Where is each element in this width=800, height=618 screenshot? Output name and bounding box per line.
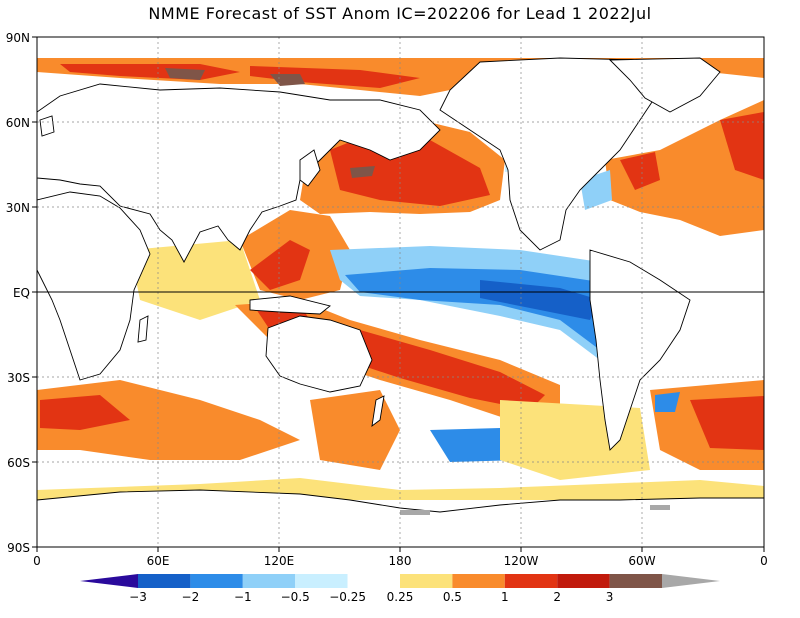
madagascar-landmass <box>137 315 149 343</box>
colorbar-label: 0.5 <box>443 590 462 604</box>
lat-axis: 90N 60N 30N EQ 30S 60S 90S <box>6 31 37 555</box>
colorbar-swatch <box>504 574 558 588</box>
colorbar-swatch <box>609 574 662 588</box>
lon-label-60e: 60E <box>147 554 170 568</box>
africa-landmass <box>37 191 151 381</box>
land-masses <box>37 57 764 547</box>
lon-label-0-east: 0 <box>760 554 768 568</box>
map-area <box>37 37 764 547</box>
lon-label-120e: 120E <box>264 554 295 568</box>
colorbar-label: 3 <box>606 590 614 604</box>
south-america-landmass <box>589 249 691 451</box>
lat-label-60n: 60N <box>6 116 30 130</box>
colorbar-label: 0.25 <box>387 590 414 604</box>
lon-axis: 0 60E 120E 180 120W 60W 0 <box>33 547 768 568</box>
lat-label-90s: 90S <box>7 541 30 555</box>
colorbar-label: −2 <box>182 590 200 604</box>
lon-label-0: 0 <box>33 554 41 568</box>
antarctic-sea-ice-east <box>650 505 670 510</box>
colorbar-label: −1 <box>234 590 252 604</box>
colorbar-arrow-high <box>662 574 720 588</box>
colorbar-swatch <box>138 574 191 588</box>
colorbar-swatch <box>452 574 505 588</box>
map-title: NMME Forecast of SST Anom IC=202206 for … <box>148 4 652 23</box>
colorbar-label: 1 <box>501 590 509 604</box>
lon-label-180: 180 <box>389 554 412 568</box>
colorbar-legend: −3 −2 −1 −0.5 −0.25 0.25 0.5 1 2 3 <box>80 574 720 604</box>
lon-label-120w: 120W <box>504 554 539 568</box>
greenland-landmass <box>608 57 721 113</box>
colorbar-swatch <box>295 574 348 588</box>
colorbar-swatch <box>190 574 243 588</box>
colorbar-label: −0.25 <box>329 590 366 604</box>
colorbar-label: −3 <box>129 590 147 604</box>
colorbar-arrow-low <box>80 574 138 588</box>
indonesia-islands <box>249 295 331 315</box>
lat-label-90n: 90N <box>6 31 30 45</box>
lat-label-eq: EQ <box>13 286 30 300</box>
new-zealand-landmass <box>371 395 385 428</box>
lat-label-30n: 30N <box>6 201 30 215</box>
colorbar-swatch <box>557 574 610 588</box>
colorbar-swatch <box>242 574 296 588</box>
colorbar-swatch <box>347 574 400 588</box>
colorbar-label: 2 <box>553 590 561 604</box>
japan-landmass <box>299 149 321 187</box>
uk-islands <box>39 115 55 137</box>
lat-label-30s: 30S <box>7 371 30 385</box>
lon-label-60w: 60W <box>628 554 655 568</box>
eurasia-landmass <box>37 83 441 263</box>
australia-landmass <box>265 315 373 393</box>
lat-label-60s: 60S <box>7 456 30 470</box>
colorbar-swatch <box>400 574 453 588</box>
antarctica-landmass <box>37 489 764 547</box>
antarctic-sea-ice <box>400 510 430 515</box>
colorbar-label: −0.5 <box>281 590 310 604</box>
